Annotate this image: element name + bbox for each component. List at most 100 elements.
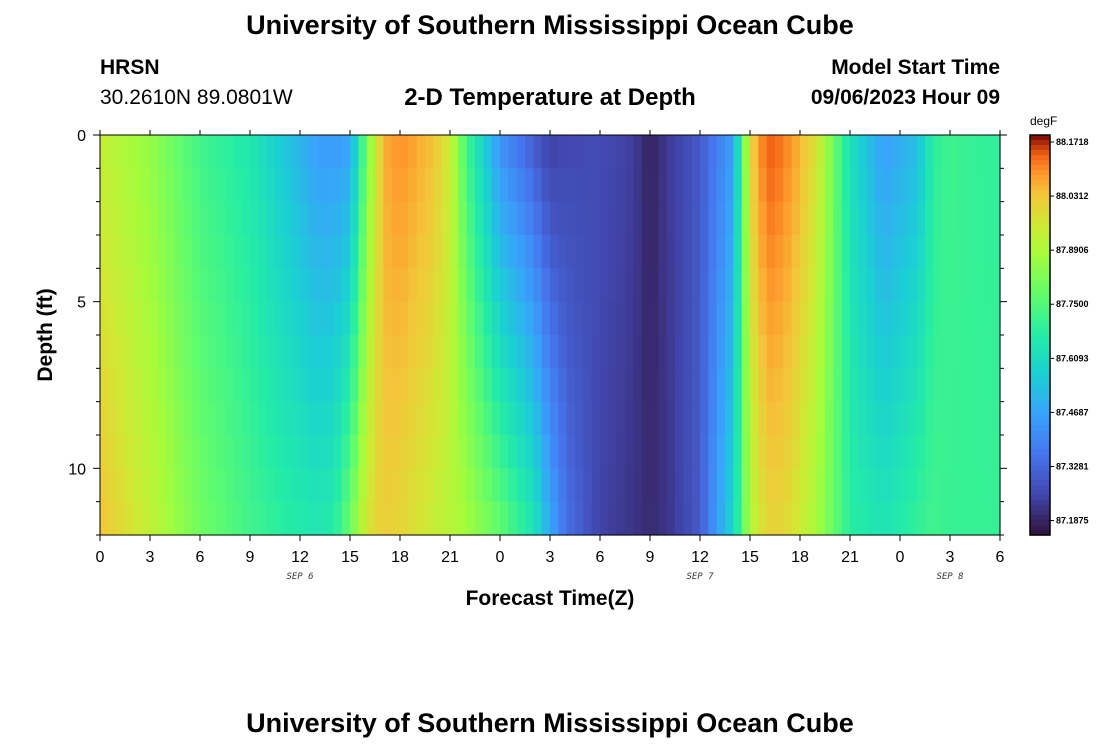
heatmap-cell (308, 135, 318, 169)
heatmap-cell (975, 368, 984, 403)
heatmap-cell (833, 268, 843, 303)
heatmap-cell (366, 301, 376, 336)
heatmap-cell (208, 468, 218, 503)
heatmap-cell (441, 135, 451, 169)
heatmap-cell (375, 268, 384, 303)
heatmap-cell (458, 201, 468, 236)
heatmap-cell (200, 501, 209, 536)
heatmap-cell (183, 435, 193, 469)
heatmap-cell (158, 301, 168, 336)
heatmap-cell (775, 135, 784, 169)
colorbar-segment (1030, 505, 1050, 511)
heatmap-cell (283, 201, 293, 236)
colorbar-segment (1030, 465, 1050, 471)
heatmap-cell (333, 135, 343, 169)
heatmap-cell (616, 168, 626, 203)
heatmap-cell (183, 301, 193, 336)
heatmap-cells (100, 135, 1001, 536)
heatmap-cell (958, 501, 968, 536)
colorbar-segment (1030, 410, 1050, 416)
heatmap-cell (500, 135, 509, 169)
heatmap-cell (525, 168, 534, 203)
heatmap-cell (425, 235, 434, 269)
heatmap-cell (608, 168, 618, 203)
heatmap-cell (600, 368, 609, 403)
heatmap-cell (766, 468, 776, 503)
heatmap-cell (116, 268, 126, 303)
heatmap-cell (108, 368, 118, 403)
heatmap-cell (608, 501, 618, 536)
date-label: SEP 6 (286, 572, 313, 582)
heatmap-cell (466, 335, 476, 369)
heatmap-cell (633, 201, 643, 236)
heatmap-cell (166, 201, 176, 236)
heatmap-cell (866, 201, 876, 236)
heatmap-cell (100, 501, 109, 536)
heatmap-cell (325, 168, 334, 203)
x-tick-label: 12 (691, 549, 709, 566)
colorbar-segment (1030, 385, 1050, 391)
heatmap-cell (225, 501, 234, 536)
heatmap-cell (941, 401, 951, 436)
heatmap-cell (316, 235, 326, 269)
heatmap-cell (558, 468, 568, 503)
heatmap-cell (825, 368, 834, 403)
heatmap-cell (408, 135, 418, 169)
heatmap-cell (416, 301, 426, 336)
heatmap-cell (425, 335, 434, 369)
heatmap-cell (575, 268, 584, 303)
heatmap-cell (391, 468, 401, 503)
colorbar-segment (1030, 300, 1050, 306)
heatmap-cell (558, 235, 568, 269)
heatmap-cell (625, 335, 634, 369)
heatmap-cell (466, 135, 476, 169)
heatmap-cell (400, 201, 409, 236)
heatmap-cell (158, 235, 168, 269)
heatmap-cell (625, 168, 634, 203)
heatmap-cell (900, 368, 909, 403)
heatmap-cell (375, 135, 384, 169)
heatmap-cell (708, 435, 718, 469)
heatmap-cell (333, 201, 343, 236)
heatmap-cell (800, 301, 809, 336)
heatmap-cell (625, 435, 634, 469)
heatmap-cell (458, 268, 468, 303)
heatmap-cell (650, 435, 659, 469)
heatmap-cell (308, 268, 318, 303)
heatmap-cell (933, 201, 943, 236)
heatmap-cell (108, 468, 118, 503)
heatmap-cell (100, 168, 109, 203)
heatmap-cell (275, 435, 284, 469)
heatmap-cell (150, 368, 159, 403)
heatmap-cell (491, 301, 501, 336)
heatmap-cell (225, 335, 234, 369)
heatmap-cell (466, 401, 476, 436)
heatmap-cell (241, 301, 251, 336)
heatmap-cell (891, 368, 901, 403)
heatmap-cell (883, 435, 893, 469)
heatmap-cell (358, 201, 368, 236)
heatmap-cell (375, 201, 384, 236)
heatmap-cell (666, 268, 676, 303)
heatmap-cell (175, 168, 184, 203)
heatmap-cell (491, 168, 501, 203)
heatmap-cell (575, 401, 584, 436)
colorbar-segment (1030, 495, 1050, 501)
colorbar-segment (1030, 170, 1050, 176)
heatmap-cell (633, 335, 643, 369)
heatmap-cell (925, 235, 934, 269)
heatmap-cell (900, 335, 909, 369)
colorbar-segment (1030, 390, 1050, 396)
heatmap-cell (908, 135, 918, 169)
heatmap-cell (733, 301, 743, 336)
heatmap-cell (883, 235, 893, 269)
heatmap-cell (583, 301, 593, 336)
heatmap-cell (700, 235, 709, 269)
heatmap-cell (191, 201, 201, 236)
heatmap-cell (825, 501, 834, 536)
heatmap-cell (216, 335, 226, 369)
heatmap-cell (150, 468, 159, 503)
heatmap-cell (883, 201, 893, 236)
heatmap-cell (191, 401, 201, 436)
heatmap-cell (441, 401, 451, 436)
